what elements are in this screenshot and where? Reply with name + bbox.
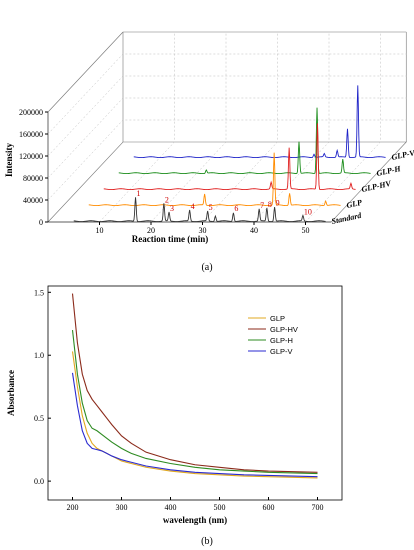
panel-a-gridline [253,32,330,223]
panel-b-xtick-label: 200 [67,503,79,512]
panel-a-peak-label: 1 [137,189,141,198]
panel-a-xtick-label: 30 [199,226,207,235]
panel-b-series-line-glp [71,351,318,479]
panel-a-caption: (a) [201,262,212,273]
panel-b-caption: (b) [201,536,213,547]
panel-b-xtick-label: 700 [312,503,324,512]
panel-b-ytick-label: 1.5 [34,288,44,297]
panel-a-peak-labels: 123 4 5 6 7 8 910 [137,189,312,217]
panel-a-gridline [99,32,175,223]
panel-a-gridline [202,32,278,223]
panel-a-series-name: GLP-V [391,148,414,162]
panel-a-peak-label: 2 [165,195,169,204]
panel-a-ytick-label: 120000 [19,152,43,161]
panel-a-series-name: Standard [331,211,363,226]
panel-b-legend-label: GLP-H [270,336,293,345]
panel-b-xtick-label: 300 [116,503,128,512]
panel-a-gridlines [47,32,407,223]
panel-a-top-left-edge [47,31,124,113]
panel-a-ytick-label: 80000 [23,174,43,183]
panel-b-series-line-glp-h [71,329,318,475]
panel-a-series-line-glp-hv [103,123,356,191]
panel-b-ylabel: Absorbance [6,370,16,416]
panel-a-gridline [305,32,381,223]
panel-a-gridline [47,53,407,135]
panel-a-peak-label: 4 [191,202,195,211]
panel-b-legend-label: GLP-V [270,347,293,356]
panel-b-series [71,293,318,479]
panel-b-legend-label: GLP-HV [270,325,298,334]
panel-a-ytick-label: 160000 [19,130,43,139]
panel-a-series-name: GLP-HV [361,179,393,194]
panel-a-series-line-glp-h [118,107,371,175]
panel-b-ticks: 200 300 400 500 600 700 0.0 0.5 1.0 1.5 [34,288,324,512]
panel-b-series-line-glp-hv [71,293,318,473]
panel-b-ytick-label: 0.0 [34,477,44,486]
panel-b-xtick-label: 400 [165,503,177,512]
panel-b-xtick-label: 600 [263,503,275,512]
panel-a-gridline [150,32,227,223]
panel-a-series-name: GLP-H [376,164,403,178]
panel-a-peak-label: 10 [304,208,312,217]
panel-b-series-line-glp-v [71,372,318,478]
panel-a-floor [47,141,407,223]
panel-a-box [47,31,407,223]
panel-a-peak-label: 6 [234,204,238,213]
panel-a-gridline [47,119,407,201]
panel-a-gridline [47,75,407,157]
panel-b-xlabel: wavelength (nm) [163,515,227,525]
panel-b-ytick-label: 1.0 [34,351,44,360]
panel-a-series-name: GLP [346,198,363,210]
panel-b-xtick-label: 500 [214,503,226,512]
panel-a-xtick-label: 10 [96,226,104,235]
panel-a-ylabel: Intensity [4,143,14,178]
panel-a-peak-label: 3 [170,204,174,213]
panel-a-ticks: 0 40000 80000 120000 160000 200000 10 20 30 40 50 [19,108,310,235]
panel-a-xtick-label: 50 [302,226,310,235]
panel-a-peak-label: 9 [276,199,280,208]
panel-a-ytick-label: 40000 [23,196,43,205]
panel-a-xtick-label: 20 [147,226,155,235]
panel-a-series-line-standard [73,197,326,223]
panel-b-absorbance-chart: 200 300 400 500 600 700 0.0 0.5 1.0 1.5 GLP GLP-HV… [6,285,343,547]
panel-a-series-line-glp-v [133,85,386,159]
panel-b-ytick-label: 0.5 [34,414,44,423]
panel-a-3d-chromatogram: 0 40000 80000 120000 160000 200000 10 20 30 40 50 … [4,31,414,273]
panel-a-series-line-glp [88,152,341,207]
panel-a-xtick-label: 40 [250,226,258,235]
panel-b-legend-label: GLP [270,314,285,323]
panel-a-peak-label: 8 [268,200,272,209]
panel-a-peak-label: 5 [209,203,213,212]
panel-a-ytick-label: 0 [39,218,43,227]
panel-a-series [73,85,386,223]
panel-b-legend: GLP GLP-HV GLP-H GLP-V [248,314,298,356]
panel-a-xlabel: Reaction time (min) [132,234,208,244]
panel-a-gridline [47,97,407,179]
panel-a-ytick-label: 200000 [19,108,43,117]
panel-a-peak-label: 7 [260,201,264,210]
panel-b-plot-frame [47,285,343,501]
